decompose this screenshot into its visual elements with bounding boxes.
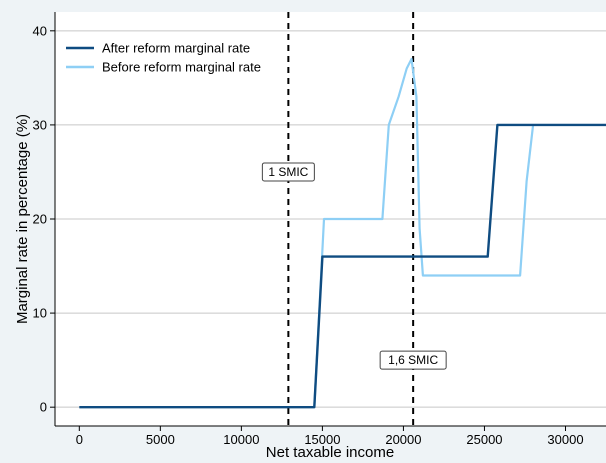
- y-axis-ticks: 0 10 20 30 40: [33, 23, 55, 415]
- y-tick-label: 10: [33, 306, 47, 321]
- x-tick-label: 30000: [547, 432, 583, 447]
- x-tick-label: 5000: [146, 432, 175, 447]
- series-line: [313, 57, 535, 408]
- x-tick-label: 25000: [466, 432, 502, 447]
- series-line: [79, 123, 606, 409]
- y-tick-label: 0: [40, 400, 47, 415]
- plot-area: [54, 12, 606, 427]
- x-tick-label: 0: [76, 432, 83, 447]
- y-tick-label: 30: [33, 117, 47, 132]
- reference-label-box: [379, 350, 447, 370]
- reference-label: 1,6 SMIC: [388, 353, 438, 367]
- y-tick-label: 20: [33, 212, 47, 227]
- y-tick-label: 40: [33, 23, 47, 38]
- x-tick-label: 10000: [223, 432, 259, 447]
- series-lines: [79, 57, 606, 409]
- annotations: 1 SMIC 1,6 SMIC: [261, 162, 447, 370]
- x-axis-ticks: 0 5000 10000 15000 20000 25000 30000: [76, 426, 584, 447]
- x-axis-title: Net taxable income: [266, 444, 394, 461]
- legend: After reform marginal rate Before reform …: [66, 41, 261, 75]
- reference-label: 1 SMIC: [268, 165, 308, 179]
- legend-label: After reform marginal rate: [102, 41, 250, 56]
- reference-label-box: [261, 162, 315, 182]
- x-tick-label: 15000: [304, 432, 340, 447]
- y-axis-title: Marginal rate in percentage (%): [14, 114, 31, 324]
- x-tick-label: 20000: [385, 432, 421, 447]
- legend-label: Before reform marginal rate: [102, 60, 261, 75]
